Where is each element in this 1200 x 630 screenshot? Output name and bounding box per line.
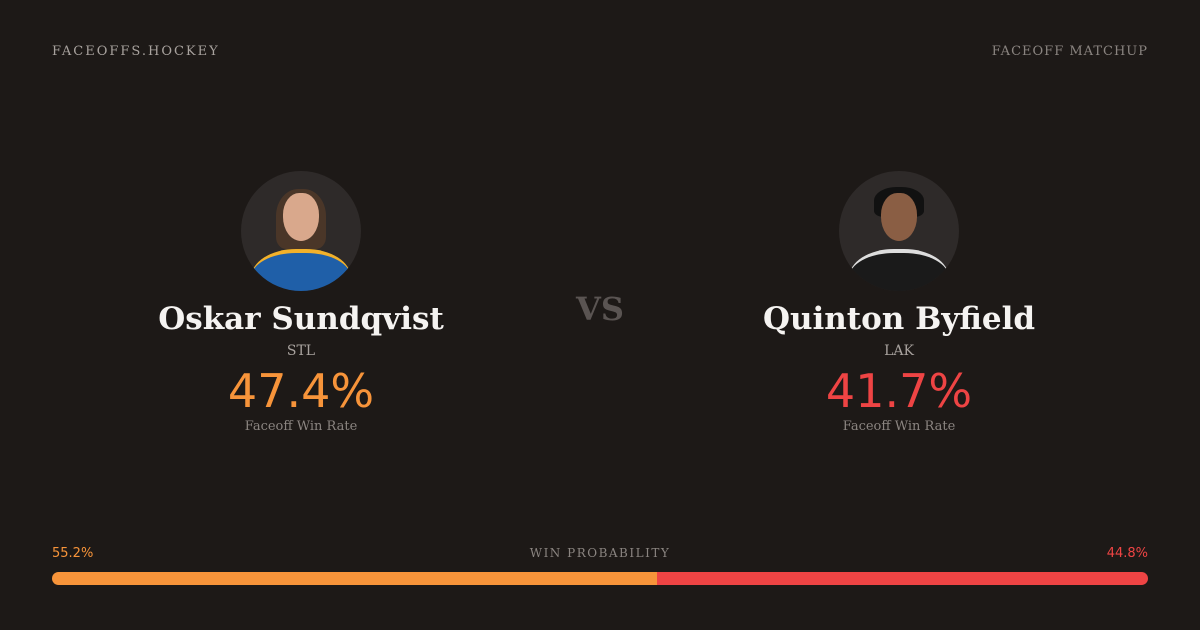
player-team: LAK xyxy=(884,343,914,359)
page-tag: FACEOFF MATCHUP xyxy=(991,44,1148,59)
win-prob-player2: 44.8% xyxy=(1106,546,1148,561)
player-name: Quinton Byfield xyxy=(762,301,1036,337)
faceoff-rate: 47.4% xyxy=(227,364,375,418)
player-avatar xyxy=(241,171,361,291)
brand-logo: FACEOFFS.HOCKEY xyxy=(52,44,220,59)
player-team: STL xyxy=(286,343,316,359)
win-prob-label: WIN PROBABILITY xyxy=(529,546,671,560)
vs-label: VS xyxy=(576,290,624,328)
win-prob-bar-player1 xyxy=(52,572,657,585)
faceoff-rate: 41.7% xyxy=(825,364,973,418)
player-name: Oskar Sundqvist xyxy=(158,301,444,337)
win-prob-bar-player2 xyxy=(656,572,1148,585)
faceoff-rate-label: Faceoff Win Rate xyxy=(244,419,358,434)
player-card-2: Quinton Byfield LAK 41.7% Faceoff Win Ra… xyxy=(699,171,1099,434)
player-card-1: Oskar Sundqvist STL 47.4% Faceoff Win Ra… xyxy=(101,171,501,434)
faceoff-rate-label: Faceoff Win Rate xyxy=(842,419,956,434)
win-prob-bar xyxy=(52,572,1148,585)
player-avatar xyxy=(839,171,959,291)
win-prob-player1: 55.2% xyxy=(52,546,94,561)
